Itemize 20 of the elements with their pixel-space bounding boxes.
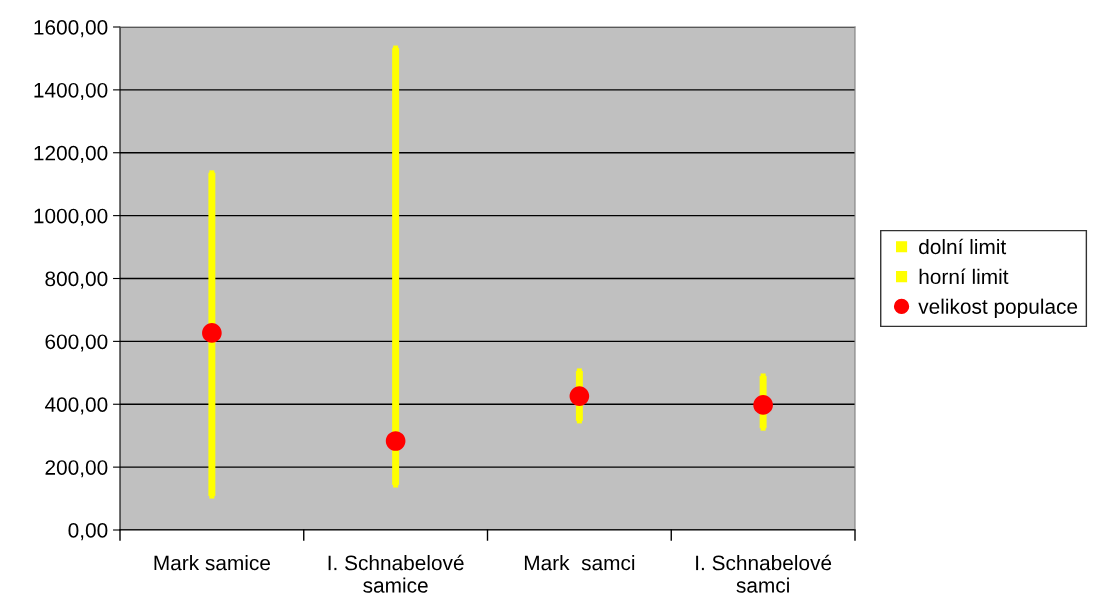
- legend-label: velikost populace: [918, 298, 1078, 319]
- y-tick-label: 600,00: [45, 334, 108, 352]
- y-tick-label: 800,00: [45, 271, 108, 289]
- x-tick-label: Mark samci: [524, 555, 635, 571]
- y-tick-label: 400,00: [44, 397, 108, 415]
- x-tick-label: I. Schnabelové samice: [328, 554, 464, 593]
- y-tick-label: 200,00: [45, 460, 108, 478]
- point: [202, 323, 222, 343]
- y-tick-label: 1400,00: [34, 82, 108, 101]
- y-tick-label: 1600,00: [34, 20, 108, 38]
- point: [569, 386, 590, 406]
- x-tick-label: Mark samice: [154, 555, 270, 571]
- point: [385, 431, 406, 451]
- x-tick-label: I. Schnabelové samci: [696, 554, 832, 593]
- legend-label: horní limit: [919, 268, 1009, 285]
- point: [753, 395, 773, 415]
- legend-label: dolní limit: [919, 238, 1007, 255]
- y-tick-label: 1200,00: [34, 145, 108, 163]
- y-tick-label: 1000,00: [34, 208, 108, 226]
- y-tick-label: 0,00: [68, 523, 108, 541]
